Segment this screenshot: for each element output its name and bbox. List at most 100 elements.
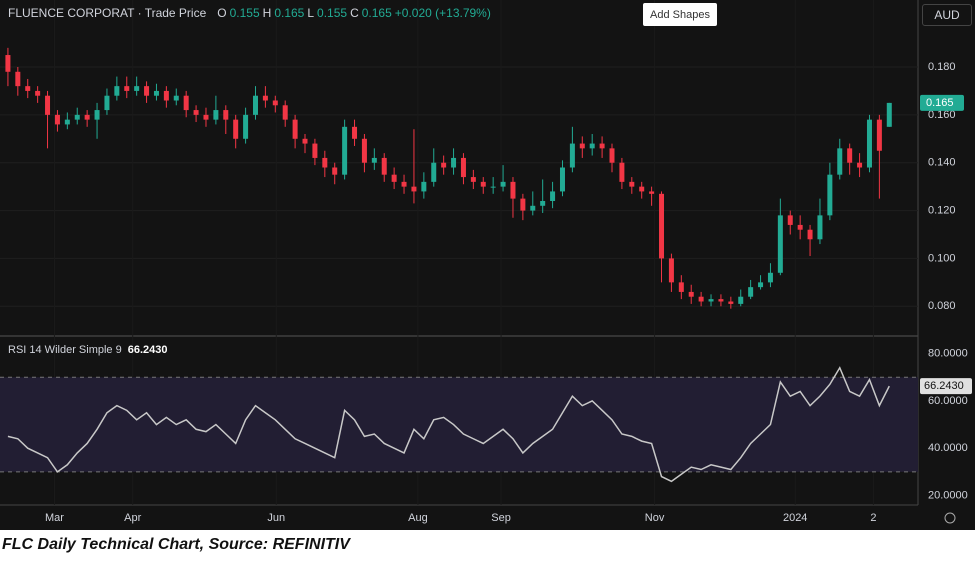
add-shapes-button[interactable]: Add Shapes [643,3,717,26]
candle-body [470,177,476,182]
rsi-badge-label: 66.2430 [924,380,964,392]
candle-body [837,148,843,175]
candle-body [451,157,457,168]
candle-body [381,157,387,175]
candle-body [193,110,199,115]
y-tick-label: 20.0000 [928,489,968,501]
candle-body [104,95,110,111]
rsi-band [0,377,918,472]
candle-body [411,186,417,192]
candle-body [659,193,665,259]
candle-body [639,186,645,192]
indicator-label: RSI 14 Wilder Simple 9 66.2430 [8,344,167,356]
candle-body [183,95,189,111]
y-tick-label: 0.080 [928,300,956,312]
candle-body [144,86,150,96]
candle-body [252,95,258,115]
candle-body [84,114,90,120]
x-tick-label: 2024 [783,512,807,524]
symbol: FLUENCE CORPORAT · Trade Price [8,6,207,20]
candle-body [569,143,575,168]
candle-body [629,181,635,187]
candle-body [94,110,100,120]
candle-body [797,224,803,230]
candle-body [599,143,605,149]
candle-body [45,95,51,115]
y-tick-label: 60.0000 [928,395,968,407]
candle-body [54,114,60,125]
price-badge-label: 0.165 [926,97,954,109]
candle-body [767,272,773,283]
candle-body [15,71,21,87]
low: 0.155 [317,6,348,20]
candle-body [847,148,853,163]
candle-body [510,181,516,199]
candle-body [876,119,882,151]
candle-body [866,119,872,168]
x-tick-label: Mar [45,512,64,524]
indicator-name: RSI 14 Wilder Simple 9 [8,344,122,356]
candle-body [817,215,823,240]
candle-body [460,157,466,178]
candle-body [678,282,684,292]
close: 0.165 [361,6,392,20]
candle-body [500,181,506,187]
chart: 0.080 0.100 0.120 0.140 0.160 0.180 Mar Apr Jun A… [0,0,975,530]
key: O [217,6,227,20]
candle-body [223,110,229,120]
candle-body [114,86,120,96]
x-tick-label: Jun [267,512,285,524]
candle-body [312,143,318,158]
x-tick-label: Nov [645,512,665,524]
candle-body [64,119,70,125]
candle-body [787,215,793,225]
candle-body [163,90,169,101]
candle-body [74,114,80,120]
candle-body [431,162,437,182]
caption: FLC Daily Technical Chart, Source: REFIN… [2,536,350,553]
x-tick-label: Aug [408,512,428,524]
candle-body [668,258,674,283]
candle-body [886,102,892,127]
candle-body [25,86,31,91]
candle-body [282,105,288,120]
y-tick-label: 80.0000 [928,347,968,359]
candle-body [302,138,308,144]
high: 0.165 [274,6,305,20]
settings-icon[interactable] [944,512,956,524]
currency-button[interactable]: AUD [922,4,972,26]
candle-body [262,95,268,101]
candle-body [371,157,377,163]
x-tick-label: 2 [870,512,876,524]
candle-body [35,90,41,96]
y-tick-label: 0.180 [928,61,956,73]
candle-body [173,95,179,101]
candle-body [777,215,783,273]
candle-body [738,296,744,304]
candle-body [619,162,625,182]
candle-body [5,55,11,72]
candle-body [213,110,219,120]
candle-body [579,143,585,149]
candle-body [540,201,546,206]
candle-body [401,181,407,187]
candle-body [391,174,397,182]
x-tick-label: Sep [491,512,511,524]
candle-body [698,296,704,302]
candle-body [441,162,447,168]
candle-body [718,299,724,302]
candle-body [728,301,734,304]
indicator-readout: 66.2430 [127,344,168,356]
candle-body [807,229,813,240]
y-tick-label: 0.140 [928,157,956,169]
y-tick-label: 0.120 [928,204,956,216]
candle-body [688,291,694,297]
candle-body [233,119,239,139]
candle-body [758,282,764,288]
key: H [262,6,272,20]
candle-body [203,114,209,120]
candle-body [292,119,298,139]
rsi-badge [920,378,972,395]
candle-body [342,126,348,175]
